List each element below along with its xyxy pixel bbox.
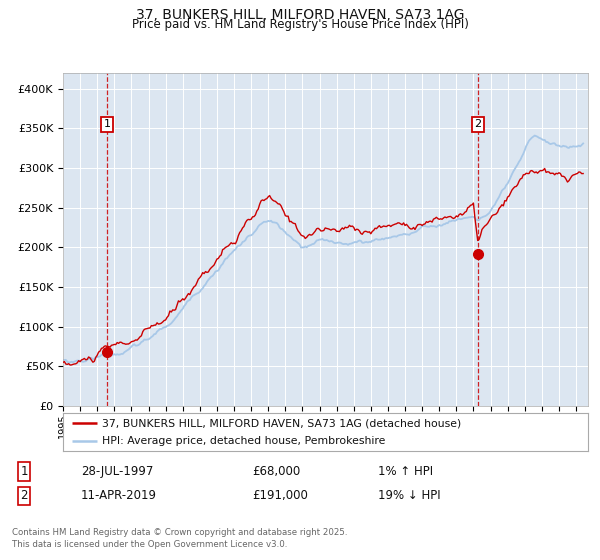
Text: 1% ↑ HPI: 1% ↑ HPI	[378, 465, 433, 478]
Text: 11-APR-2019: 11-APR-2019	[81, 489, 157, 502]
Text: 2: 2	[20, 489, 28, 502]
Text: 37, BUNKERS HILL, MILFORD HAVEN, SA73 1AG: 37, BUNKERS HILL, MILFORD HAVEN, SA73 1A…	[136, 8, 464, 22]
Text: 1: 1	[103, 119, 110, 129]
Text: 19% ↓ HPI: 19% ↓ HPI	[378, 489, 440, 502]
Text: 37, BUNKERS HILL, MILFORD HAVEN, SA73 1AG (detached house): 37, BUNKERS HILL, MILFORD HAVEN, SA73 1A…	[103, 418, 461, 428]
Text: Contains HM Land Registry data © Crown copyright and database right 2025.
This d: Contains HM Land Registry data © Crown c…	[12, 528, 347, 549]
Text: HPI: Average price, detached house, Pembrokeshire: HPI: Average price, detached house, Pemb…	[103, 436, 386, 446]
Text: Price paid vs. HM Land Registry's House Price Index (HPI): Price paid vs. HM Land Registry's House …	[131, 18, 469, 31]
Text: 1: 1	[20, 465, 28, 478]
Text: £191,000: £191,000	[252, 489, 308, 502]
Text: 2: 2	[475, 119, 482, 129]
Text: 28-JUL-1997: 28-JUL-1997	[81, 465, 154, 478]
Text: £68,000: £68,000	[252, 465, 300, 478]
